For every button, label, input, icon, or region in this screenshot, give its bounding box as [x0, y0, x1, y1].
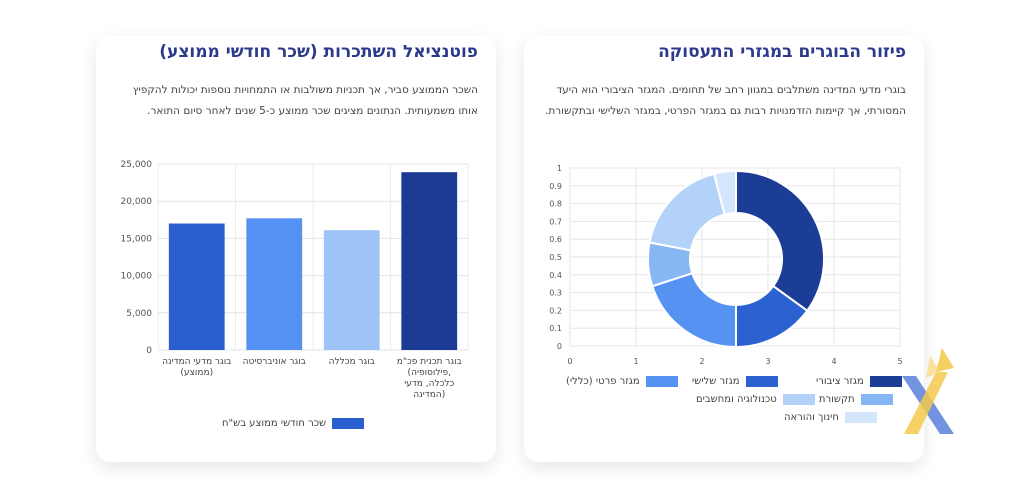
pie-x-tick: 3 — [765, 357, 770, 366]
bar-x-tick-line: (פילוסופיה, — [408, 368, 451, 378]
pie-slice — [651, 271, 737, 349]
pie-legend-swatch — [782, 394, 815, 405]
sectors-card-description: בוגרי מדעי המדינה משתלבים במגוון רחב של … — [544, 84, 906, 117]
bar — [168, 223, 225, 350]
pie-legend-label: תקשורת ומדיה — [792, 394, 855, 405]
pie-slice — [712, 169, 737, 216]
pie-x-tick: 0 — [567, 357, 572, 366]
pie-legend-item[interactable]: מגזר שלישי — [692, 376, 778, 387]
pie-x-tick: 4 — [831, 357, 836, 366]
bar-y-tick: 20,000 — [121, 197, 153, 207]
pie-legend-label: מגזר ציבורי — [816, 376, 864, 387]
pie-legend-item[interactable]: טכנולוגיה ומחשבים — [696, 394, 815, 405]
bar-x-tick-line: בוגר מדעי המדינה — [162, 357, 231, 367]
bar-x-tick: בוגר מדעי המדינה (ממוצע) — [162, 357, 231, 378]
bar-x-tick-line: (ממוצע) — [180, 368, 213, 378]
pie-x-tick: 2 — [699, 357, 704, 366]
sectors-card-title: פיזור הבוגרים במגזרי התעסוקה — [658, 42, 906, 62]
salary-card-description: השכר הממוצע סביר, אך תכניות משולבות או ה… — [132, 84, 478, 117]
pie-legend-item[interactable]: מגזר ציבורי — [816, 376, 902, 387]
bar-x-tick-line: בוגר אוניברסיטה — [243, 357, 306, 367]
pie-legend-swatch — [860, 394, 893, 405]
salary-bar-chart: 0 5,000 10,000 15,000 20,000 25,000 בוגר מדעי … — [121, 160, 469, 400]
bar-y-tick: 0 — [146, 346, 152, 356]
pie-y-tick: 0.6 — [549, 235, 562, 244]
bar-x-tick: בוגר תכנית פכ"מ (פילוסופיה, כלכלה, מדעי המד… — [397, 357, 462, 400]
pie-y-tick: 0.2 — [549, 306, 562, 315]
bar-x-tick: בוגר מכללה — [329, 357, 375, 367]
pie-y-tick: 0.4 — [549, 271, 562, 280]
bar — [401, 172, 458, 350]
bar-x-tick-line: כלכלה, מדעי — [404, 379, 454, 389]
pie-legend-swatch — [844, 412, 877, 423]
pie-slice — [735, 169, 825, 313]
bar-x-tick-line: בוגר תכנית פכ"מ — [397, 357, 462, 367]
bar-y-tick: 10,000 — [121, 272, 153, 282]
bar-x-tick-line: בוגר מכללה — [329, 357, 375, 367]
pie-legend-label: חינוך והוראה — [784, 412, 839, 423]
pie-legend-item[interactable]: חינוך והוראה — [784, 412, 877, 423]
pie-legend-label: מגזר שלישי — [692, 376, 740, 387]
bar-x-tick: בוגר אוניברסיטה — [243, 357, 306, 367]
pie-legend-swatch — [645, 376, 678, 387]
bar-legend-item[interactable]: שכר חודשי ממוצע בש"ח — [222, 418, 365, 429]
pie-x-tick: 1 — [633, 357, 638, 366]
pie-y-tick: 0 — [557, 342, 562, 351]
pie-y-tick: 0.9 — [549, 182, 562, 191]
pie-y-tick: 0.5 — [549, 253, 562, 262]
bar-y-tick: 25,000 — [121, 160, 153, 170]
salary-card-title: פוטנציאל השתכרות (שכר חודשי ממוצע) — [159, 42, 478, 62]
sectors-doughnut-chart: 0 0.1 0.2 0.3 0.4 0.5 0.6 0.7 0.8 0.9 1 0 1 2 3 4 5 — [549, 164, 902, 366]
pie-legend-label: טכנולוגיה ומחשבים — [696, 394, 777, 405]
pie-legend-item[interactable]: תקשורת ומדיה — [792, 394, 893, 405]
pie-legend-item[interactable]: מגזר פרטי (כללי) — [566, 376, 678, 387]
pie-legend-swatch — [869, 376, 902, 387]
x-arrow-logo-icon — [902, 348, 954, 434]
pie-y-tick: 1 — [557, 164, 562, 173]
sectors-card: פיזור הבוגרים במגזרי התעסוקה בוגרי מדעי … — [524, 36, 924, 462]
pie-y-tick: 0.8 — [549, 200, 562, 209]
bar-y-tick: 15,000 — [121, 234, 153, 244]
bar-legend-label: שכר חודשי ממוצע בש"ח — [222, 418, 327, 429]
bar-y-tick: 5,000 — [126, 309, 152, 319]
pie-y-tick: 0.7 — [549, 217, 562, 226]
bar — [246, 218, 303, 350]
bar — [323, 230, 380, 350]
salary-card: פוטנציאל השתכרות (שכר חודשי ממוצע) השכר … — [96, 36, 496, 462]
pie-legend-swatch — [745, 376, 778, 387]
bar-x-tick-line: המדינה) — [413, 390, 445, 400]
pie-y-tick: 0.1 — [549, 324, 562, 333]
bar-legend-swatch — [332, 418, 365, 429]
pie-y-tick: 0.3 — [549, 289, 562, 298]
pie-x-tick: 5 — [897, 357, 902, 366]
pie-legend-label: מגזר פרטי (כללי) — [566, 376, 640, 387]
